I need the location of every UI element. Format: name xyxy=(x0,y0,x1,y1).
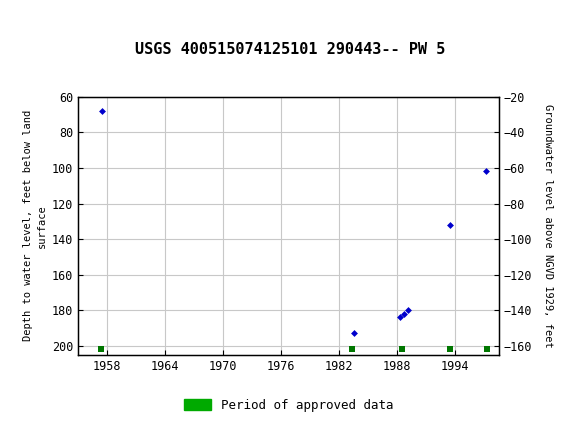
Text: USGS 400515074125101 290443-- PW 5: USGS 400515074125101 290443-- PW 5 xyxy=(135,42,445,57)
Legend: Period of approved data: Period of approved data xyxy=(179,394,398,417)
Y-axis label: Depth to water level, feet below land
surface: Depth to water level, feet below land su… xyxy=(23,110,46,341)
Text: ▒: ▒ xyxy=(3,11,12,29)
Y-axis label: Groundwater level above NGVD 1929, feet: Groundwater level above NGVD 1929, feet xyxy=(543,104,553,347)
Text: USGS: USGS xyxy=(23,11,63,29)
